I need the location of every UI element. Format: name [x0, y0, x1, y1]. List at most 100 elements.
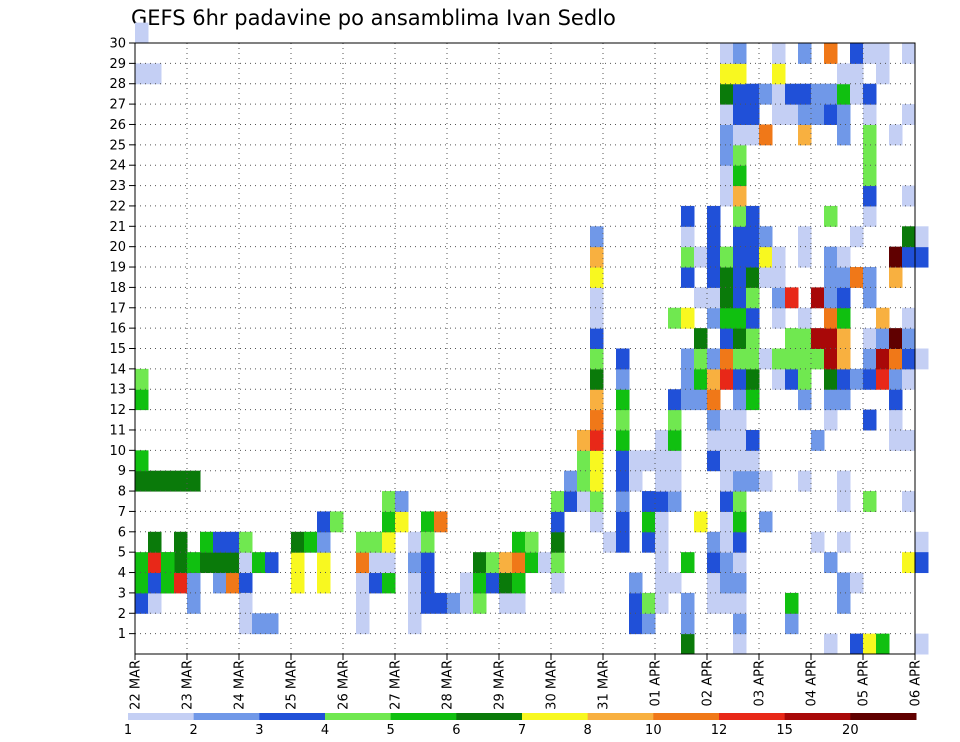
precip-cell	[317, 531, 331, 553]
precip-cell	[863, 328, 877, 349]
precip-cell	[148, 592, 162, 614]
x-tick-label: 31 MAR	[597, 660, 612, 710]
precip-cell	[811, 328, 825, 349]
precip-cell	[434, 592, 448, 614]
precip-cell	[863, 124, 877, 146]
precip-cell	[746, 267, 760, 288]
precip-cell	[850, 368, 864, 390]
precip-cell	[174, 552, 188, 574]
precip-cell	[889, 124, 903, 146]
x-tick-label: 30 MAR	[545, 660, 560, 710]
precip-cell	[499, 552, 513, 574]
legend-label: 3	[255, 723, 263, 738]
precip-cell	[330, 511, 344, 533]
precip-cell	[642, 491, 656, 512]
precip-cell	[837, 267, 851, 288]
precip-cell	[681, 348, 695, 370]
precip-cell	[746, 450, 760, 472]
precip-cell	[421, 531, 435, 553]
precip-cell	[616, 450, 630, 472]
precip-cell	[720, 429, 734, 451]
precip-cell	[239, 572, 253, 594]
precip-cell	[720, 592, 734, 614]
precip-cell	[148, 552, 162, 574]
precip-cell	[720, 491, 734, 512]
precip-cell	[733, 592, 747, 614]
precip-cell	[707, 246, 721, 268]
precip-cell	[720, 348, 734, 370]
precip-cell	[473, 592, 487, 614]
precip-cell	[824, 104, 838, 125]
precip-cell	[265, 552, 279, 574]
precip-cell	[733, 389, 747, 411]
precip-cell	[824, 368, 838, 390]
y-tick-label: 21	[109, 220, 126, 235]
precip-cell	[811, 287, 825, 309]
precip-cell	[408, 572, 422, 594]
precip-cell	[733, 491, 747, 512]
precip-cell	[447, 592, 461, 614]
precip-cell	[837, 124, 851, 146]
precip-cell	[395, 491, 409, 512]
precip-cell	[863, 165, 877, 187]
precip-cell	[824, 389, 838, 411]
precip-cell	[798, 104, 812, 125]
precip-cell	[681, 307, 695, 329]
precip-cell	[642, 511, 656, 533]
precip-cell	[707, 226, 721, 248]
precip-cell	[863, 267, 877, 288]
precip-cell	[733, 470, 747, 492]
precip-cell	[239, 592, 253, 614]
precip-cell	[889, 368, 903, 390]
precip-cell	[720, 409, 734, 431]
precip-cell	[902, 328, 916, 349]
precip-cell	[863, 185, 877, 207]
precip-cell	[551, 572, 565, 594]
precip-cell	[369, 552, 383, 574]
precip-cell	[174, 531, 188, 553]
precip-cell	[824, 267, 838, 288]
precip-cell	[408, 592, 422, 614]
y-tick-label: 5	[118, 546, 126, 561]
precip-cell	[798, 389, 812, 411]
precip-cell	[590, 491, 604, 512]
y-tick-label: 14	[109, 362, 126, 377]
precip-cell	[824, 246, 838, 268]
y-tick-label: 26	[109, 118, 126, 133]
legend-swatch	[390, 713, 457, 720]
precip-cell	[226, 552, 240, 574]
precip-cell	[889, 429, 903, 451]
precip-cell	[733, 552, 747, 574]
precip-cell	[629, 572, 643, 594]
x-tick-label: 23 MAR	[181, 660, 196, 710]
precip-cell	[863, 205, 877, 227]
precip-cell	[226, 531, 240, 553]
y-tick-label: 16	[109, 322, 126, 337]
precip-cell	[642, 531, 656, 553]
precip-cell	[161, 552, 175, 574]
precip-cell	[577, 450, 591, 472]
precip-cell	[473, 572, 487, 594]
precip-cell	[629, 613, 643, 635]
precip-cell	[733, 531, 747, 553]
precip-cell	[291, 531, 305, 553]
precip-cell	[902, 104, 916, 125]
legend-label: 15	[776, 723, 793, 738]
precip-cell	[759, 511, 773, 533]
y-tick-label: 28	[109, 77, 126, 92]
precip-cell	[824, 633, 838, 655]
precip-cell	[681, 226, 695, 248]
precip-cell	[915, 552, 929, 574]
precip-cell	[863, 43, 877, 64]
precip-cell	[707, 267, 721, 288]
precip-cell	[512, 531, 526, 553]
precip-cell	[733, 267, 747, 288]
precip-cell	[850, 572, 864, 594]
precip-cell	[720, 43, 734, 64]
precip-cell	[590, 429, 604, 451]
precip-cell	[304, 531, 318, 553]
x-tick-label: 03 APR	[753, 660, 768, 706]
precip-cell	[811, 531, 825, 553]
precip-cell	[720, 531, 734, 553]
precip-cell	[850, 226, 864, 248]
